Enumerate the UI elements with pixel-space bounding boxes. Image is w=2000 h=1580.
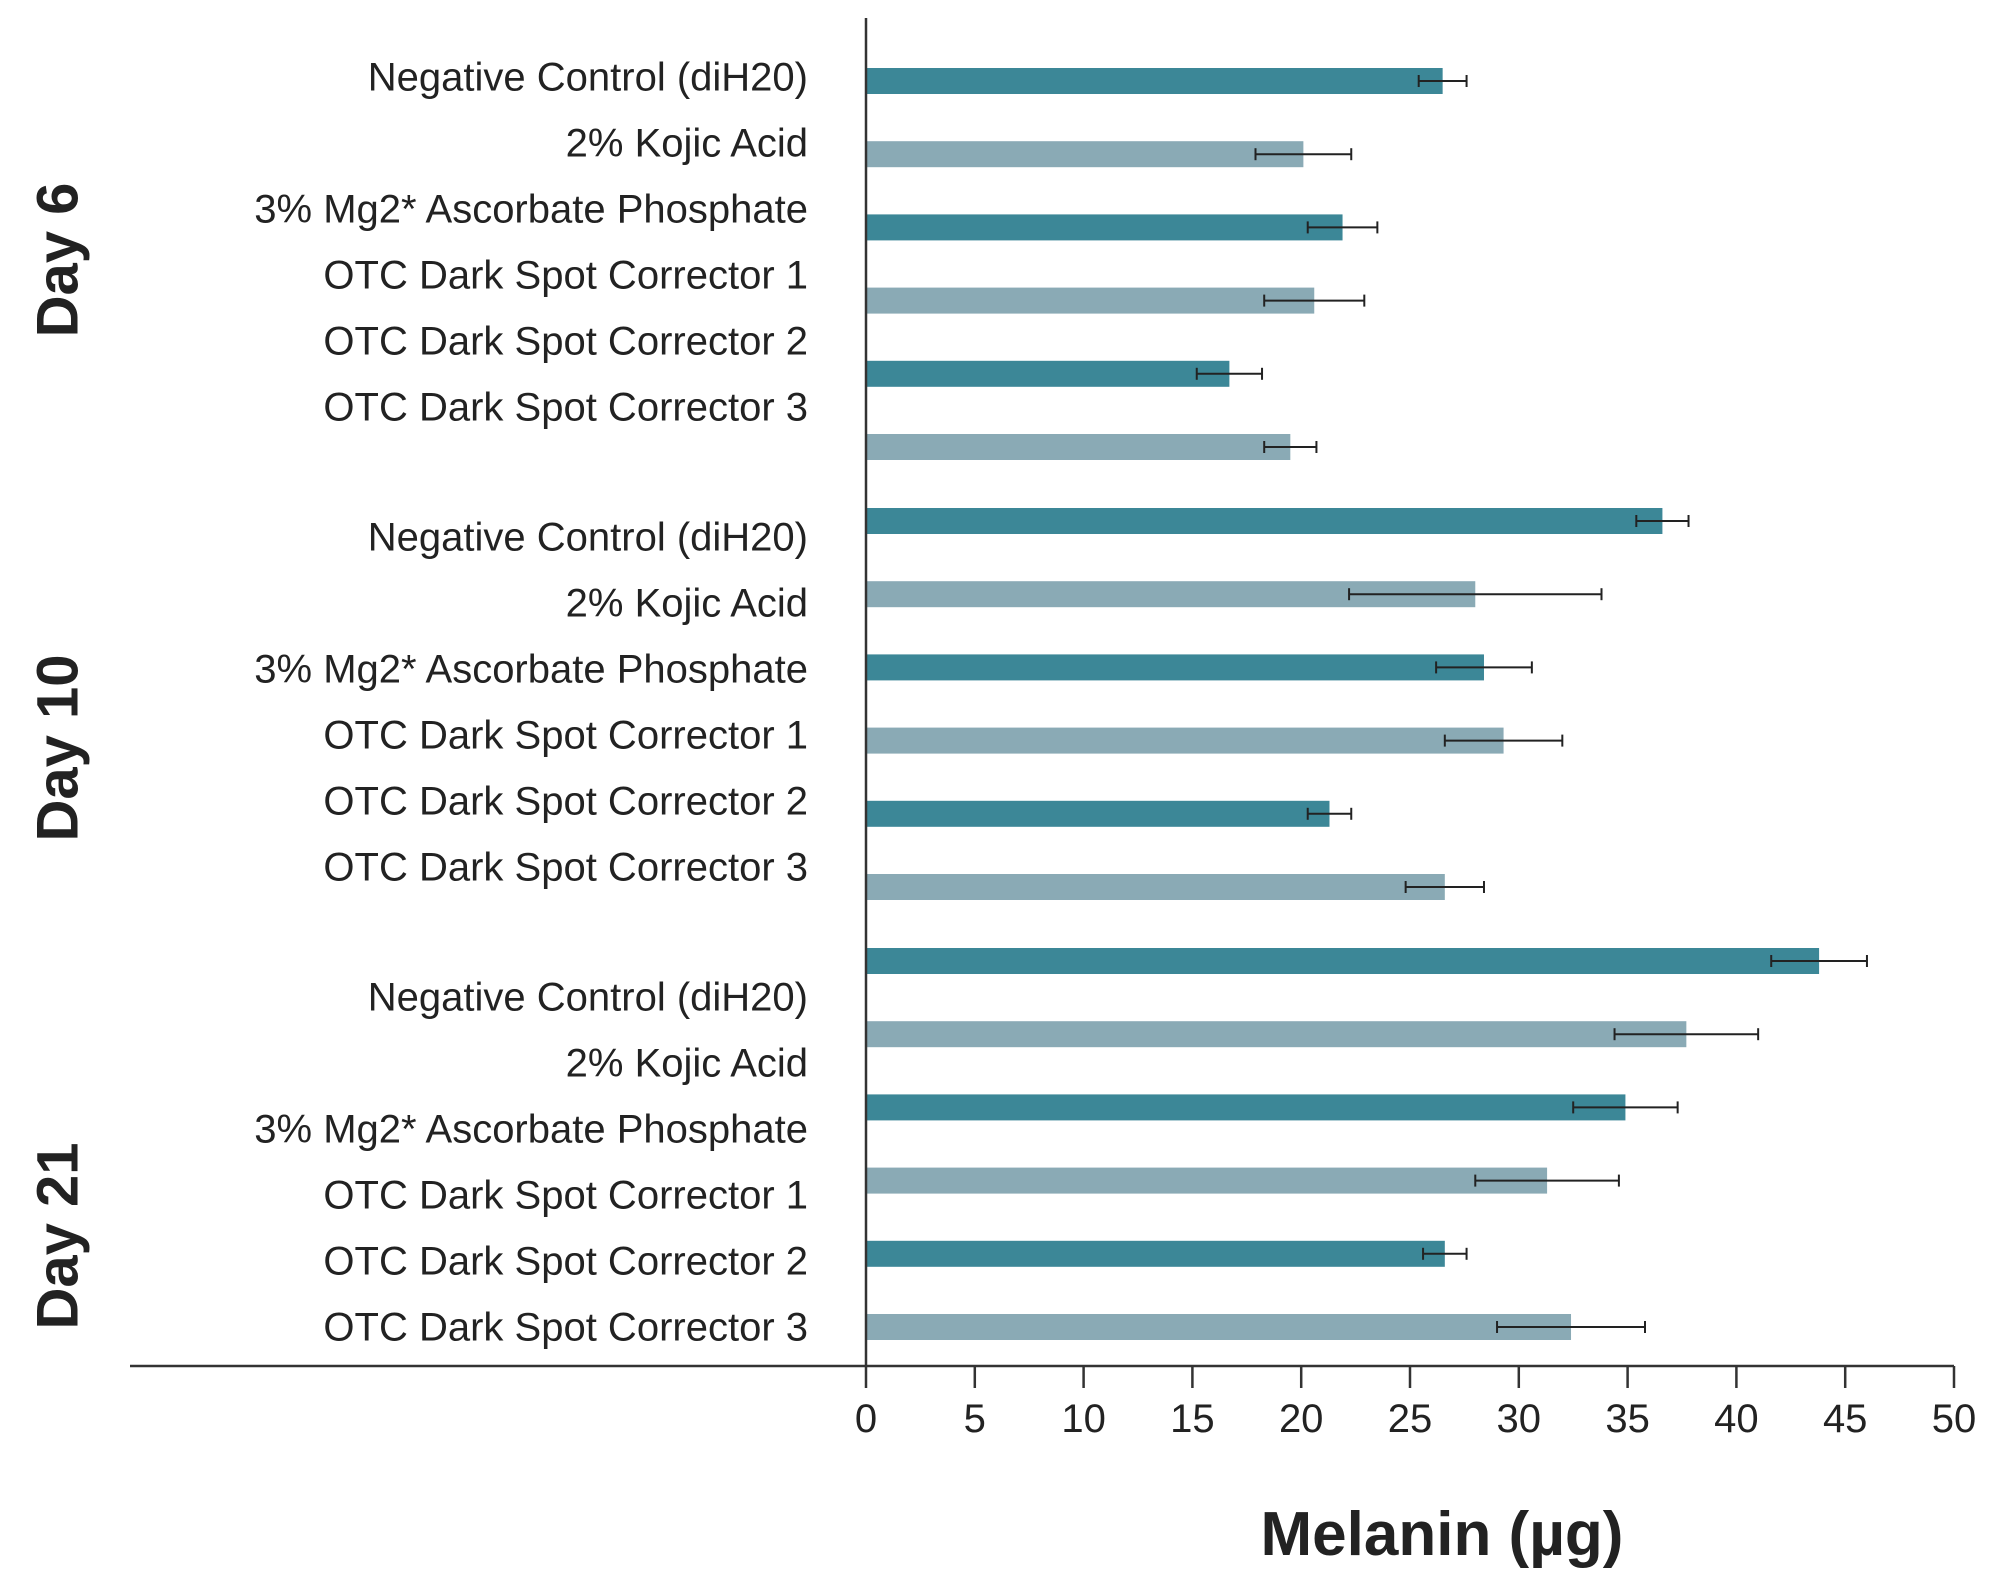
error-bar-day-10-4 (1443, 734, 1564, 747)
bar-day-6-3 (866, 214, 1343, 241)
error-bar-day-6-2 (1254, 148, 1353, 161)
x-tick-label: 5 (964, 1397, 986, 1441)
error-bar-day-10-5 (1306, 807, 1353, 820)
error-bar-day-21-3 (1572, 1101, 1679, 1114)
x-tick-label: 20 (1279, 1397, 1324, 1441)
category-label: OTC Dark Spot Corrector 2 (323, 320, 808, 364)
bar-day-10-6 (866, 874, 1445, 900)
bar-day-6-4 (866, 287, 1315, 314)
category-label: OTC Dark Spot Corrector 3 (323, 386, 808, 430)
bar-day-21-5 (866, 1240, 1445, 1267)
category-label: OTC Dark Spot Corrector 3 (323, 846, 808, 890)
bar-day-10-4 (866, 727, 1504, 754)
bar-day-21-4 (866, 1167, 1548, 1194)
bar-day-6-6 (866, 434, 1291, 460)
category-label: 3% Mg2* Ascorbate Phosphate (254, 648, 808, 692)
bars-layer (866, 68, 1868, 1340)
group-label-day-21: Day 21 (25, 1142, 90, 1329)
category-label: Negative Control (diH20) (368, 56, 808, 100)
bar-day-6-2 (866, 141, 1304, 168)
error-bar-day-21-5 (1422, 1247, 1468, 1260)
bar-day-21-3 (866, 1094, 1626, 1121)
error-bar-day-21-1 (1770, 955, 1868, 967)
x-tick-label: 10 (1061, 1397, 1106, 1441)
error-bar-day-10-3 (1435, 661, 1533, 674)
x-tick-label: 0 (855, 1397, 877, 1441)
category-label: 2% Kojic Acid (566, 122, 808, 166)
group-label-day-6: Day 6 (25, 183, 90, 338)
x-ticks: 0 5 10 15 20 25 30 35 40 45 50 (855, 1366, 1976, 1441)
bar-day-21-1 (866, 948, 1820, 974)
category-label: OTC Dark Spot Corrector 2 (323, 780, 808, 824)
category-label: OTC Dark Spot Corrector 1 (323, 254, 808, 298)
category-labels: Negative Control (diH20) 2% Kojic Acid 3% … (254, 56, 808, 1350)
error-bar-day-6-3 (1306, 221, 1379, 234)
category-label: OTC Dark Spot Corrector 3 (323, 1306, 808, 1350)
category-label: 2% Kojic Acid (566, 1042, 808, 1086)
bar-day-6-1 (866, 68, 1443, 94)
category-label: 3% Mg2* Ascorbate Phosphate (254, 188, 808, 232)
x-tick-label: 15 (1170, 1397, 1215, 1441)
bar-day-10-3 (866, 654, 1484, 681)
x-tick-label: 50 (1932, 1397, 1977, 1441)
error-bar-day-10-2 (1348, 588, 1603, 601)
error-bar-day-10-1 (1635, 515, 1690, 527)
category-label: Negative Control (diH20) (368, 976, 808, 1020)
error-bar-day-10-6 (1404, 881, 1485, 893)
x-tick-label: 40 (1714, 1397, 1759, 1441)
category-label: 3% Mg2* Ascorbate Phosphate (254, 1108, 808, 1152)
bar-day-10-5 (866, 800, 1330, 827)
axes (130, 18, 1954, 1368)
error-bar-day-21-2 (1613, 1028, 1760, 1041)
x-tick-label: 25 (1388, 1397, 1433, 1441)
bar-day-6-5 (866, 360, 1230, 387)
bar-day-10-1 (866, 508, 1663, 534)
x-tick-label: 45 (1823, 1397, 1868, 1441)
group-labels: Day 6 Day 10 Day 21 (25, 183, 90, 1330)
error-bar-day-6-5 (1195, 367, 1264, 380)
x-tick-label: 35 (1605, 1397, 1650, 1441)
error-bar-day-6-6 (1263, 441, 1318, 453)
category-label: OTC Dark Spot Corrector 1 (323, 714, 808, 758)
bar-day-21-6 (866, 1314, 1572, 1340)
error-bar-day-21-6 (1496, 1321, 1647, 1333)
category-label: OTC Dark Spot Corrector 2 (323, 1240, 808, 1284)
error-bar-day-6-1 (1417, 75, 1468, 87)
group-label-day-10: Day 10 (25, 654, 90, 841)
x-tick-label: 30 (1497, 1397, 1542, 1441)
error-bar-day-21-4 (1474, 1174, 1620, 1187)
category-label: OTC Dark Spot Corrector 1 (323, 1174, 808, 1218)
bar-day-21-2 (866, 1021, 1687, 1048)
category-label: 2% Kojic Acid (566, 582, 808, 626)
category-label: Negative Control (diH20) (368, 516, 808, 560)
x-axis-title: Melanin (µg) (1261, 1500, 1624, 1569)
error-bar-day-6-4 (1263, 294, 1366, 307)
